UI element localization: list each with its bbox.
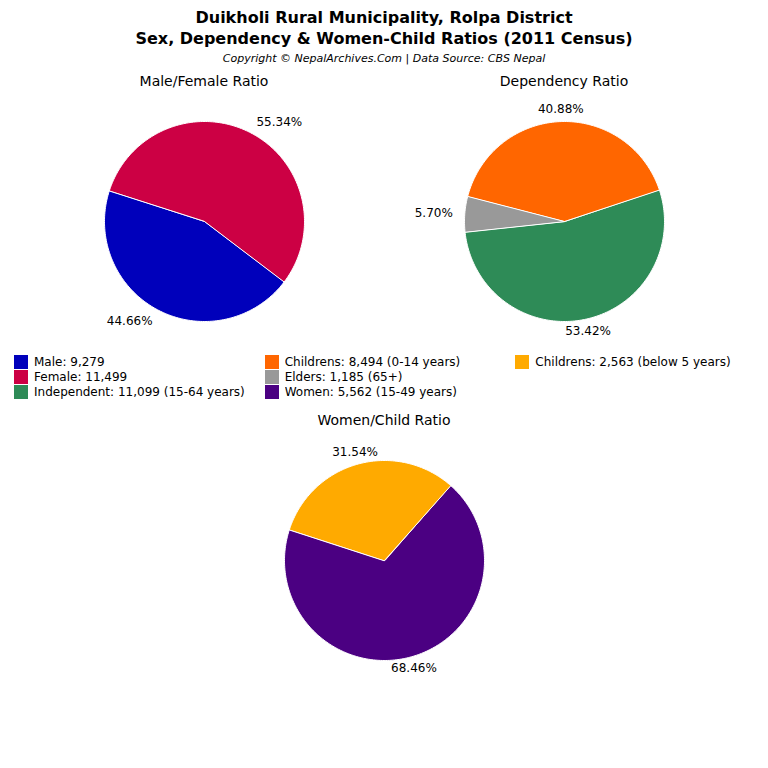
html-text:Childrens: 2,563 (below 5 year: Childrens: 2,563 (below 5 years): [535, 355, 731, 369]
html-text:Male: 9,279: Male: 9,279: [34, 355, 105, 369]
html-text:Dependency Ratio: Dependency Ratio: [499, 73, 629, 89]
html-text:Childrens: 8,494 (0-14 years): Childrens: 8,494 (0-14 years): [284, 355, 461, 369]
html-text:Elders: 1,185 (65+): Elders: 1,185 (65+): [284, 370, 403, 384]
svg-text:31.54%: 31.54%: [332, 445, 378, 459]
html-text:Women: 5,562 (15-49 years): Women: 5,562 (15-49 years): [284, 385, 457, 399]
svg-text:53.42%: 53.42%: [565, 324, 611, 338]
svg-text:5.70%: 5.70%: [415, 206, 453, 220]
svg-text:44.66%: 44.66%: [107, 314, 153, 328]
html-text:Male/Female Ratio: Male/Female Ratio: [139, 73, 269, 89]
svg-text:55.34%: 55.34%: [256, 115, 302, 129]
html-text:Duikholi Rural Municipality, R: Duikholi Rural Municipality, Rolpa Distr…: [195, 8, 573, 27]
html-text:Female: 11,499: Female: 11,499: [34, 370, 128, 384]
svg-text:68.46%: 68.46%: [391, 661, 437, 675]
html-text:Women/Child Ratio: Women/Child Ratio: [317, 412, 451, 428]
svg-text:40.88%: 40.88%: [538, 102, 584, 116]
html-text:Copyright © NepalArchives.Com: Copyright © NepalArchives.Com | Data Sou…: [222, 52, 546, 65]
html-text:Sex, Dependency & Women-Child: Sex, Dependency & Women-Child Ratios (20…: [135, 29, 633, 48]
html-text:Independent: 11,099 (15-64 yea: Independent: 11,099 (15-64 years): [34, 385, 245, 399]
